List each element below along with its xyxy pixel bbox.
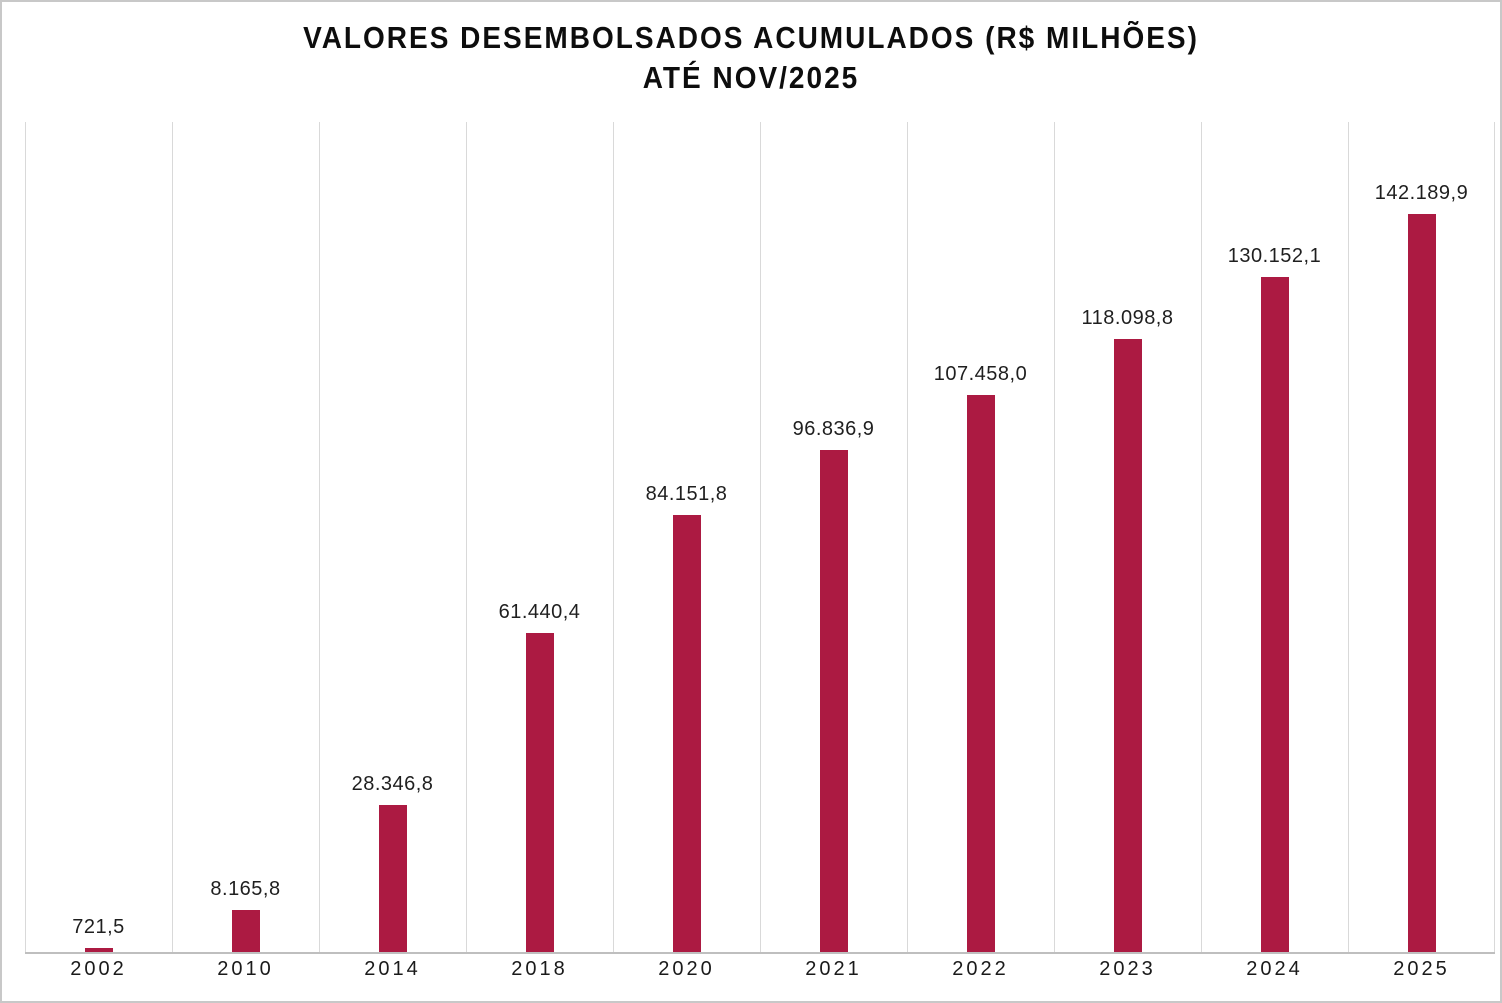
bar-column-2002: 721,5 — [25, 122, 172, 952]
bar-value-label: 118.098,8 — [1081, 307, 1174, 330]
gridline — [172, 122, 173, 952]
bar-2024 — [1260, 276, 1289, 952]
chart-title-line-2: ATÉ NOV/2025 — [642, 61, 860, 95]
gridline — [25, 122, 26, 952]
bar-column-2024: 130.152,1 — [1201, 122, 1348, 952]
bar-column-2023: 118.098,8 — [1054, 122, 1201, 952]
x-axis-label: 2023 — [1099, 958, 1156, 980]
bar-value-label: 130.152,1 — [1227, 244, 1322, 267]
bar-value-label: 28.346,8 — [351, 772, 434, 795]
gridline — [466, 122, 467, 952]
bar-column-2018: 61.440,4 — [466, 122, 613, 952]
x-axis-label: 2025 — [1393, 958, 1450, 980]
bar-value-label: 142.189,9 — [1374, 182, 1469, 205]
gridline — [760, 122, 761, 952]
x-axis: 2002 2010 2014 2018 2020 2021 2022 2023 2024 2025 — [25, 958, 1495, 981]
bar-column-2010: 8.165,8 — [172, 122, 319, 952]
bar-value-label: 84.151,8 — [645, 483, 728, 506]
x-axis-label: 2022 — [952, 958, 1009, 980]
bar-2010 — [231, 909, 260, 952]
gridline — [613, 122, 614, 952]
x-axis-label: 2020 — [658, 958, 715, 980]
gridline — [1348, 122, 1349, 952]
bar-value-label: 8.165,8 — [210, 877, 281, 900]
gridline — [1054, 122, 1055, 952]
bar-columns: 721,5 8.165,8 28.346,8 61.440,4 84.151,8 96.8… — [25, 122, 1495, 952]
x-axis-label: 2002 — [70, 958, 127, 980]
bar-column-2022: 107.458,0 — [907, 122, 1054, 952]
gridline — [1494, 122, 1495, 952]
bar-column-2021: 96.836,9 — [760, 122, 907, 952]
x-axis-label: 2010 — [217, 958, 274, 980]
bar-column-2020: 84.151,8 — [613, 122, 760, 952]
bar-value-label: 96.836,9 — [792, 417, 875, 440]
bar-2020 — [672, 515, 701, 952]
x-axis-label: 2024 — [1246, 958, 1303, 980]
bar-2018 — [525, 633, 554, 952]
bar-column-2025: 142.189,9 — [1348, 122, 1495, 952]
bar-2002 — [84, 948, 113, 952]
chart-title: VALORES DESEMBOLSADOS ACUMULADOS (R$ MIL… — [2, 18, 1500, 98]
plot-area: 721,5 8.165,8 28.346,8 61.440,4 84.151,8 96.8… — [25, 122, 1495, 954]
bar-value-label: 721,5 — [72, 916, 125, 939]
bar-2023 — [1113, 339, 1142, 952]
chart-title-line-1: VALORES DESEMBOLSADOS ACUMULADOS (R$ MIL… — [303, 21, 1199, 55]
gridline — [319, 122, 320, 952]
gridline — [1201, 122, 1202, 952]
x-axis-label: 2018 — [511, 958, 568, 980]
x-axis-label: 2021 — [805, 958, 862, 980]
bar-column-2014: 28.346,8 — [319, 122, 466, 952]
bar-value-label: 107.458,0 — [933, 362, 1028, 385]
bar-2021 — [819, 449, 848, 952]
gridline — [907, 122, 908, 952]
x-axis-label: 2014 — [364, 958, 421, 980]
bar-value-label: 61.440,4 — [498, 601, 581, 624]
bar-2014 — [378, 804, 407, 952]
bar-2022 — [966, 394, 995, 952]
bar-2025 — [1407, 214, 1436, 952]
